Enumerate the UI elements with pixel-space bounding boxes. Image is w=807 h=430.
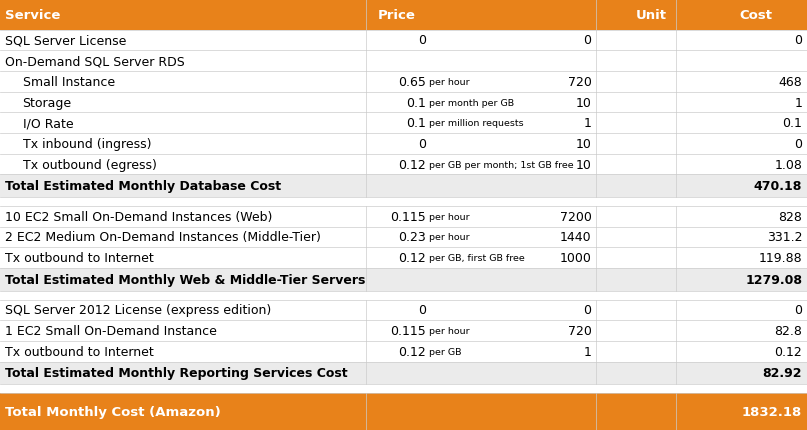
Text: 0: 0 xyxy=(418,138,426,150)
Text: 0.23: 0.23 xyxy=(399,231,426,244)
Text: 0: 0 xyxy=(583,304,592,316)
Text: 0.65: 0.65 xyxy=(398,76,426,89)
Bar xyxy=(0,362,807,384)
Text: 7200: 7200 xyxy=(560,210,592,223)
Text: 0.115: 0.115 xyxy=(391,324,426,337)
Text: 1440: 1440 xyxy=(560,231,592,244)
Bar xyxy=(0,300,807,320)
Text: 119.88: 119.88 xyxy=(759,252,802,264)
Text: Tx outbound to Internet: Tx outbound to Internet xyxy=(5,345,153,358)
Text: 0.1: 0.1 xyxy=(782,117,802,130)
Text: 0.12: 0.12 xyxy=(399,345,426,358)
Bar xyxy=(0,51,807,72)
Bar xyxy=(0,113,807,134)
Text: Tx outbound to Internet: Tx outbound to Internet xyxy=(5,252,153,264)
Text: 1 EC2 Small On-Demand Instance: 1 EC2 Small On-Demand Instance xyxy=(5,324,217,337)
Text: per month per GB: per month per GB xyxy=(429,98,513,107)
Text: On-Demand SQL Server RDS: On-Demand SQL Server RDS xyxy=(5,55,185,68)
Text: 0.12: 0.12 xyxy=(399,252,426,264)
Text: Unit: Unit xyxy=(636,9,667,22)
Text: 82.92: 82.92 xyxy=(763,366,802,380)
Text: 0: 0 xyxy=(418,34,426,47)
Text: Price: Price xyxy=(378,9,416,22)
Text: 1000: 1000 xyxy=(560,252,592,264)
Text: 1279.08: 1279.08 xyxy=(745,273,802,286)
Bar xyxy=(0,291,807,300)
Bar xyxy=(0,341,807,362)
Text: 2 EC2 Medium On-Demand Instances (Middle-Tier): 2 EC2 Medium On-Demand Instances (Middle… xyxy=(5,231,320,244)
Bar xyxy=(0,320,807,341)
Text: 1: 1 xyxy=(583,117,592,130)
Bar xyxy=(0,227,807,248)
Text: Storage: Storage xyxy=(23,96,72,109)
Text: 10 EC2 Small On-Demand Instances (Web): 10 EC2 Small On-Demand Instances (Web) xyxy=(5,210,272,223)
Text: 1.08: 1.08 xyxy=(774,158,802,171)
Text: SQL Server License: SQL Server License xyxy=(5,34,126,47)
Text: Service: Service xyxy=(5,9,61,22)
Text: Total Estimated Monthly Reporting Services Cost: Total Estimated Monthly Reporting Servic… xyxy=(5,366,348,380)
Bar xyxy=(0,154,807,175)
Bar xyxy=(0,134,807,154)
Bar xyxy=(0,206,807,227)
Bar xyxy=(0,197,807,206)
Text: I/O Rate: I/O Rate xyxy=(23,117,73,130)
Text: 828: 828 xyxy=(778,210,802,223)
Text: per hour: per hour xyxy=(429,78,469,86)
Text: 0: 0 xyxy=(794,138,802,150)
Text: 0: 0 xyxy=(418,304,426,316)
Text: 0.1: 0.1 xyxy=(406,117,426,130)
Text: 0.12: 0.12 xyxy=(775,345,802,358)
Bar xyxy=(0,384,807,393)
Text: 331.2: 331.2 xyxy=(767,231,802,244)
Text: 0.1: 0.1 xyxy=(406,96,426,109)
Bar xyxy=(0,72,807,92)
Text: 0.12: 0.12 xyxy=(399,158,426,171)
Text: 1832.18: 1832.18 xyxy=(742,405,802,418)
Text: Tx inbound (ingress): Tx inbound (ingress) xyxy=(23,138,151,150)
Bar xyxy=(0,175,807,197)
Text: 10: 10 xyxy=(575,158,592,171)
Text: per GB, first GB free: per GB, first GB free xyxy=(429,254,525,263)
Text: Tx outbound (egress): Tx outbound (egress) xyxy=(23,158,157,171)
Text: Cost: Cost xyxy=(739,9,772,22)
Text: per hour: per hour xyxy=(429,233,469,242)
Text: 1: 1 xyxy=(794,96,802,109)
Bar xyxy=(0,92,807,113)
Text: 10: 10 xyxy=(575,138,592,150)
Text: 0: 0 xyxy=(583,34,592,47)
Text: 0.115: 0.115 xyxy=(391,210,426,223)
Bar xyxy=(0,31,807,51)
Bar xyxy=(0,248,807,268)
Text: 10: 10 xyxy=(575,96,592,109)
Text: Total Estimated Monthly Web & Middle-Tier Servers: Total Estimated Monthly Web & Middle-Tie… xyxy=(5,273,366,286)
Bar xyxy=(0,393,807,430)
Text: 0: 0 xyxy=(794,34,802,47)
Text: 470.18: 470.18 xyxy=(754,180,802,193)
Text: per hour: per hour xyxy=(429,326,469,335)
Text: Small Instance: Small Instance xyxy=(23,76,115,89)
Text: 1: 1 xyxy=(583,345,592,358)
Text: Total Monthly Cost (Amazon): Total Monthly Cost (Amazon) xyxy=(5,405,220,418)
Text: per hour: per hour xyxy=(429,212,469,221)
Text: 720: 720 xyxy=(567,76,592,89)
Text: per GB per month; 1st GB free: per GB per month; 1st GB free xyxy=(429,160,573,169)
Text: 82.8: 82.8 xyxy=(774,324,802,337)
Text: Total Estimated Monthly Database Cost: Total Estimated Monthly Database Cost xyxy=(5,180,281,193)
Text: per million requests: per million requests xyxy=(429,119,523,128)
Bar xyxy=(0,0,807,31)
Text: 468: 468 xyxy=(779,76,802,89)
Text: per GB: per GB xyxy=(429,347,461,356)
Bar xyxy=(0,268,807,291)
Text: 720: 720 xyxy=(567,324,592,337)
Text: 0: 0 xyxy=(794,304,802,316)
Text: SQL Server 2012 License (express edition): SQL Server 2012 License (express edition… xyxy=(5,304,271,316)
